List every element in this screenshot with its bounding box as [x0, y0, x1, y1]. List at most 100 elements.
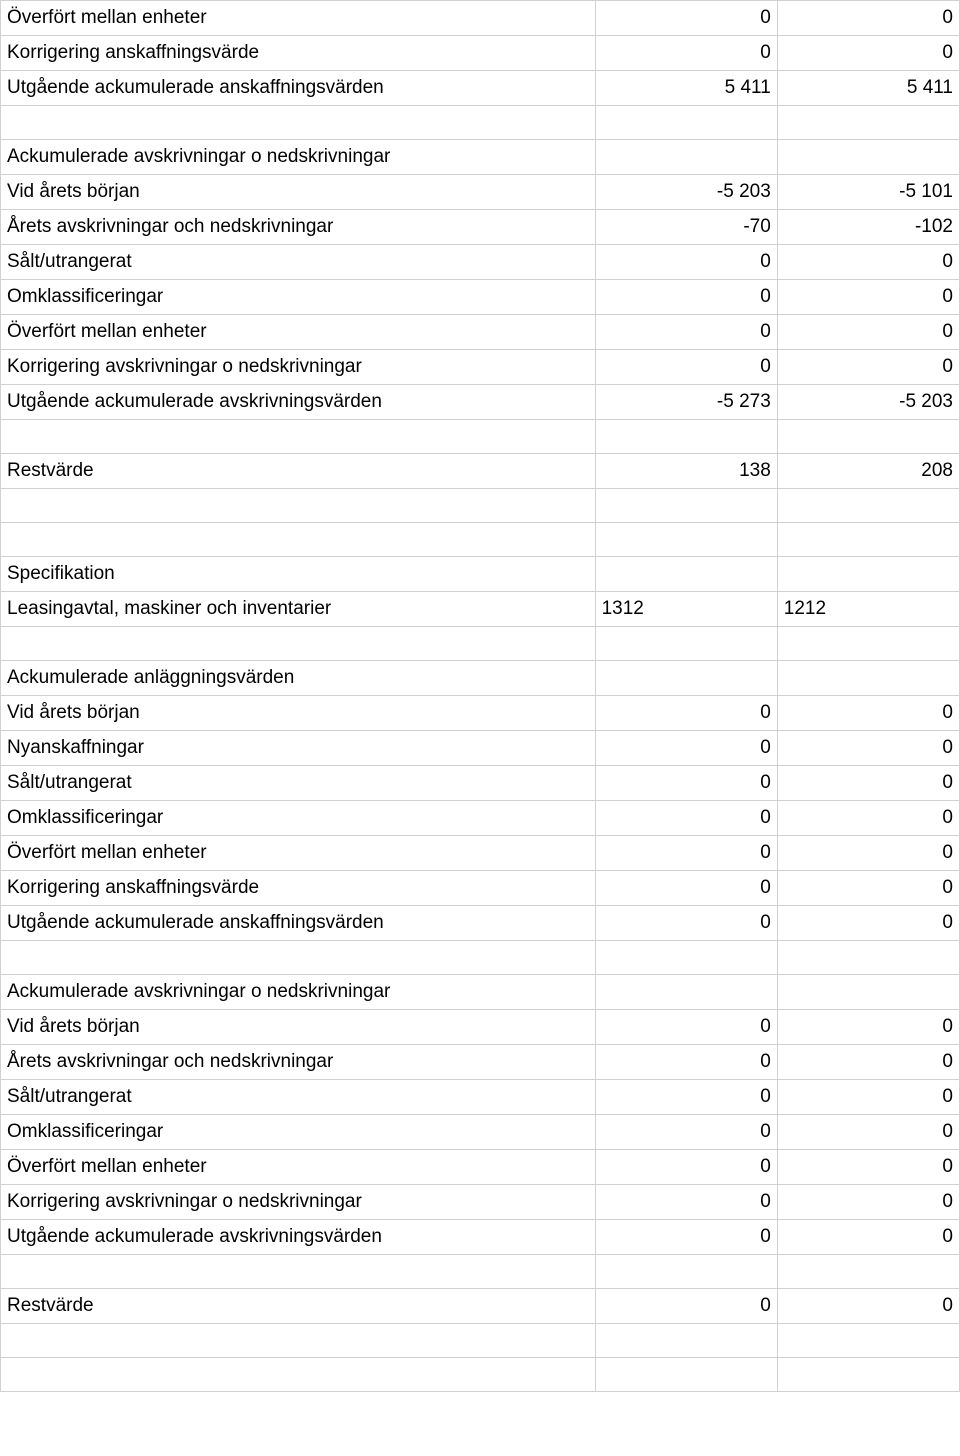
row-value-2: 0	[777, 836, 959, 871]
row-value-1: 0	[595, 1289, 777, 1324]
row-value-2	[777, 661, 959, 696]
table-row: Korrigering anskaffningsvärde00	[1, 871, 960, 906]
row-label: Sålt/utrangerat	[1, 1080, 596, 1115]
row-value-1	[595, 140, 777, 175]
table-row: Sålt/utrangerat00	[1, 245, 960, 280]
row-label: Utgående ackumulerade anskaffningsvärden	[1, 906, 596, 941]
empty-cell	[1, 420, 596, 454]
row-value-1: 0	[595, 801, 777, 836]
empty-cell	[777, 489, 959, 523]
row-value-1: 1312	[595, 592, 777, 627]
table-row: Överfört mellan enheter00	[1, 836, 960, 871]
row-value-1: -5 203	[595, 175, 777, 210]
row-value-2: 0	[777, 245, 959, 280]
row-label: Nyanskaffningar	[1, 731, 596, 766]
row-value-1: 0	[595, 731, 777, 766]
row-label: Utgående ackumulerade avskrivningsvärden	[1, 1220, 596, 1255]
row-value-2: 0	[777, 1080, 959, 1115]
table-row: Restvärde138208	[1, 454, 960, 489]
row-label: Vid årets början	[1, 1010, 596, 1045]
row-value-1: 0	[595, 1080, 777, 1115]
row-value-1: 138	[595, 454, 777, 489]
table-row	[1, 1255, 960, 1289]
row-value-1	[595, 661, 777, 696]
row-value-1: 0	[595, 1150, 777, 1185]
empty-cell	[777, 523, 959, 557]
row-value-1: 0	[595, 315, 777, 350]
row-label: Sålt/utrangerat	[1, 245, 596, 280]
row-label: Överfört mellan enheter	[1, 836, 596, 871]
row-label: Korrigering avskrivningar o nedskrivning…	[1, 1185, 596, 1220]
table-row: Korrigering avskrivningar o nedskrivning…	[1, 350, 960, 385]
empty-cell	[595, 1324, 777, 1358]
empty-cell	[777, 941, 959, 975]
empty-cell	[595, 420, 777, 454]
row-value-1: -70	[595, 210, 777, 245]
table-row: Korrigering avskrivningar o nedskrivning…	[1, 1185, 960, 1220]
empty-cell	[777, 627, 959, 661]
row-value-1: 0	[595, 1, 777, 36]
table-row: Årets avskrivningar och nedskrivningar-7…	[1, 210, 960, 245]
row-value-1: 0	[595, 245, 777, 280]
row-label: Ackumulerade avskrivningar o nedskrivnin…	[1, 140, 596, 175]
row-label: Överfört mellan enheter	[1, 1150, 596, 1185]
table-row: Ackumulerade anläggningsvärden	[1, 661, 960, 696]
row-value-1: 0	[595, 36, 777, 71]
row-value-2: 0	[777, 766, 959, 801]
row-label: Omklassificeringar	[1, 280, 596, 315]
row-value-1: 0	[595, 1220, 777, 1255]
table-row	[1, 1358, 960, 1392]
row-label: Korrigering anskaffningsvärde	[1, 36, 596, 71]
row-value-2: 0	[777, 350, 959, 385]
empty-cell	[595, 627, 777, 661]
empty-cell	[595, 489, 777, 523]
empty-cell	[1, 941, 596, 975]
row-value-2: -102	[777, 210, 959, 245]
row-value-1: 0	[595, 696, 777, 731]
row-label: Korrigering anskaffningsvärde	[1, 871, 596, 906]
table-row: Utgående ackumulerade avskrivningsvärden…	[1, 385, 960, 420]
empty-cell	[1, 627, 596, 661]
row-value-1: 5 411	[595, 71, 777, 106]
table-row: Ackumulerade avskrivningar o nedskrivnin…	[1, 140, 960, 175]
table-row	[1, 523, 960, 557]
row-value-2: 0	[777, 801, 959, 836]
table-row: Ackumulerade avskrivningar o nedskrivnin…	[1, 975, 960, 1010]
empty-cell	[595, 941, 777, 975]
table-row: Överfört mellan enheter00	[1, 1150, 960, 1185]
row-value-2: 1212	[777, 592, 959, 627]
row-value-2: 0	[777, 36, 959, 71]
row-value-1: 0	[595, 1185, 777, 1220]
table-row: Utgående ackumulerade anskaffningsvärden…	[1, 71, 960, 106]
table-row: Överfört mellan enheter00	[1, 315, 960, 350]
row-value-2: 0	[777, 696, 959, 731]
table-row	[1, 489, 960, 523]
row-value-2: 0	[777, 731, 959, 766]
table-row	[1, 1324, 960, 1358]
row-value-2: 0	[777, 1115, 959, 1150]
row-label: Omklassificeringar	[1, 801, 596, 836]
row-label: Ackumulerade avskrivningar o nedskrivnin…	[1, 975, 596, 1010]
row-value-1	[595, 557, 777, 592]
financial-table: Överfört mellan enheter00Korrigering ans…	[0, 0, 960, 1392]
table-row: Omklassificeringar00	[1, 280, 960, 315]
row-label: Årets avskrivningar och nedskrivningar	[1, 1045, 596, 1080]
row-label: Omklassificeringar	[1, 1115, 596, 1150]
row-value-1: 0	[595, 350, 777, 385]
row-value-2	[777, 140, 959, 175]
table-row: Omklassificeringar00	[1, 1115, 960, 1150]
table-row: Sålt/utrangerat00	[1, 1080, 960, 1115]
row-value-2: -5 101	[777, 175, 959, 210]
table-row: Nyanskaffningar00	[1, 731, 960, 766]
table-row: Vid årets början-5 203-5 101	[1, 175, 960, 210]
row-label: Överfört mellan enheter	[1, 315, 596, 350]
row-value-1	[595, 975, 777, 1010]
table-row	[1, 106, 960, 140]
empty-cell	[777, 1255, 959, 1289]
table-row: Vid årets början00	[1, 1010, 960, 1045]
empty-cell	[1, 1324, 596, 1358]
table-row: Specifikation	[1, 557, 960, 592]
row-label: Leasingavtal, maskiner och inventarier	[1, 592, 596, 627]
row-value-2: 0	[777, 280, 959, 315]
row-label: Restvärde	[1, 1289, 596, 1324]
